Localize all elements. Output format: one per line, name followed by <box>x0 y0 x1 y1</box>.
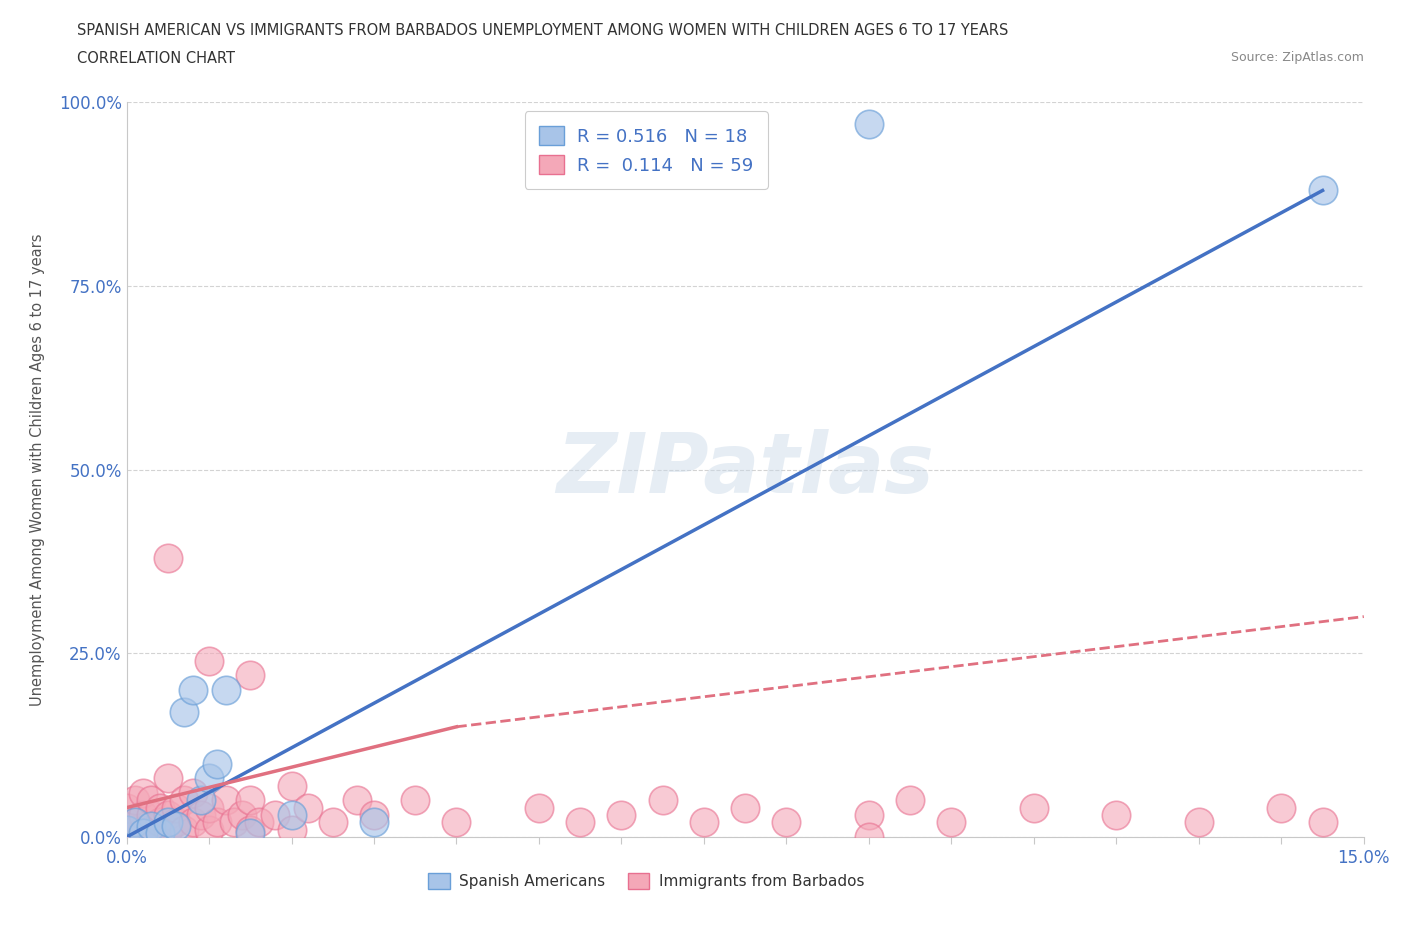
Point <box>124 792 146 807</box>
Point <box>115 830 138 844</box>
Point <box>858 117 880 132</box>
Point <box>1270 800 1292 815</box>
Point <box>734 800 756 815</box>
Point <box>156 815 179 830</box>
Point <box>132 807 155 822</box>
Point <box>214 792 236 807</box>
Point <box>1312 183 1334 198</box>
Point <box>569 815 592 830</box>
Point <box>124 815 146 830</box>
Point <box>165 815 187 830</box>
Point <box>404 792 426 807</box>
Text: SPANISH AMERICAN VS IMMIGRANTS FROM BARBADOS UNEMPLOYMENT AMONG WOMEN WITH CHILD: SPANISH AMERICAN VS IMMIGRANTS FROM BARB… <box>77 23 1008 38</box>
Point <box>363 807 385 822</box>
Point <box>264 807 287 822</box>
Point <box>207 815 229 830</box>
Point <box>141 807 163 822</box>
Point <box>198 653 221 668</box>
Point <box>132 826 155 841</box>
Point <box>322 815 344 830</box>
Point <box>115 815 138 830</box>
Text: Source: ZipAtlas.com: Source: ZipAtlas.com <box>1230 51 1364 64</box>
Point <box>346 792 368 807</box>
Point <box>446 815 468 830</box>
Point <box>115 822 138 837</box>
Point <box>181 683 204 698</box>
Point <box>651 792 673 807</box>
Legend: Spanish Americans, Immigrants from Barbados: Spanish Americans, Immigrants from Barba… <box>422 867 870 896</box>
Point <box>124 822 146 837</box>
Y-axis label: Unemployment Among Women with Children Ages 6 to 17 years: Unemployment Among Women with Children A… <box>30 233 45 706</box>
Text: ZIPatlas: ZIPatlas <box>557 429 934 511</box>
Point <box>173 705 195 720</box>
Point <box>1188 815 1211 830</box>
Point <box>898 792 921 807</box>
Point <box>858 807 880 822</box>
Point <box>239 668 262 683</box>
Point <box>181 786 204 801</box>
Point <box>198 800 221 815</box>
Point <box>297 800 319 815</box>
Point <box>941 815 963 830</box>
Point <box>527 800 550 815</box>
Point <box>222 815 245 830</box>
Point <box>181 815 204 830</box>
Point <box>173 792 195 807</box>
Point <box>280 807 302 822</box>
Point <box>165 818 187 833</box>
Point <box>141 792 163 807</box>
Point <box>115 800 138 815</box>
Point <box>165 800 187 815</box>
Point <box>148 815 170 830</box>
Point <box>141 822 163 837</box>
Point <box>148 800 170 815</box>
Point <box>207 756 229 771</box>
Point <box>124 815 146 830</box>
Point <box>115 822 138 837</box>
Point <box>239 792 262 807</box>
Point <box>280 778 302 793</box>
Point <box>1022 800 1045 815</box>
Point <box>148 826 170 841</box>
Point <box>190 792 212 807</box>
Point <box>247 815 270 830</box>
Point <box>280 822 302 837</box>
Point <box>132 786 155 801</box>
Point <box>239 822 262 837</box>
Point <box>1105 807 1128 822</box>
Point <box>363 815 385 830</box>
Point <box>156 822 179 837</box>
Point <box>190 807 212 822</box>
Point <box>173 822 195 837</box>
Point <box>141 818 163 833</box>
Point <box>214 683 236 698</box>
Point <box>239 826 262 841</box>
Point <box>156 807 179 822</box>
Point <box>198 771 221 786</box>
Point <box>156 771 179 786</box>
Point <box>1312 815 1334 830</box>
Point <box>156 551 179 565</box>
Point <box>198 822 221 837</box>
Point <box>132 822 155 837</box>
Text: CORRELATION CHART: CORRELATION CHART <box>77 51 235 66</box>
Point <box>858 830 880 844</box>
Point <box>775 815 797 830</box>
Point <box>610 807 633 822</box>
Point <box>693 815 716 830</box>
Point <box>231 807 253 822</box>
